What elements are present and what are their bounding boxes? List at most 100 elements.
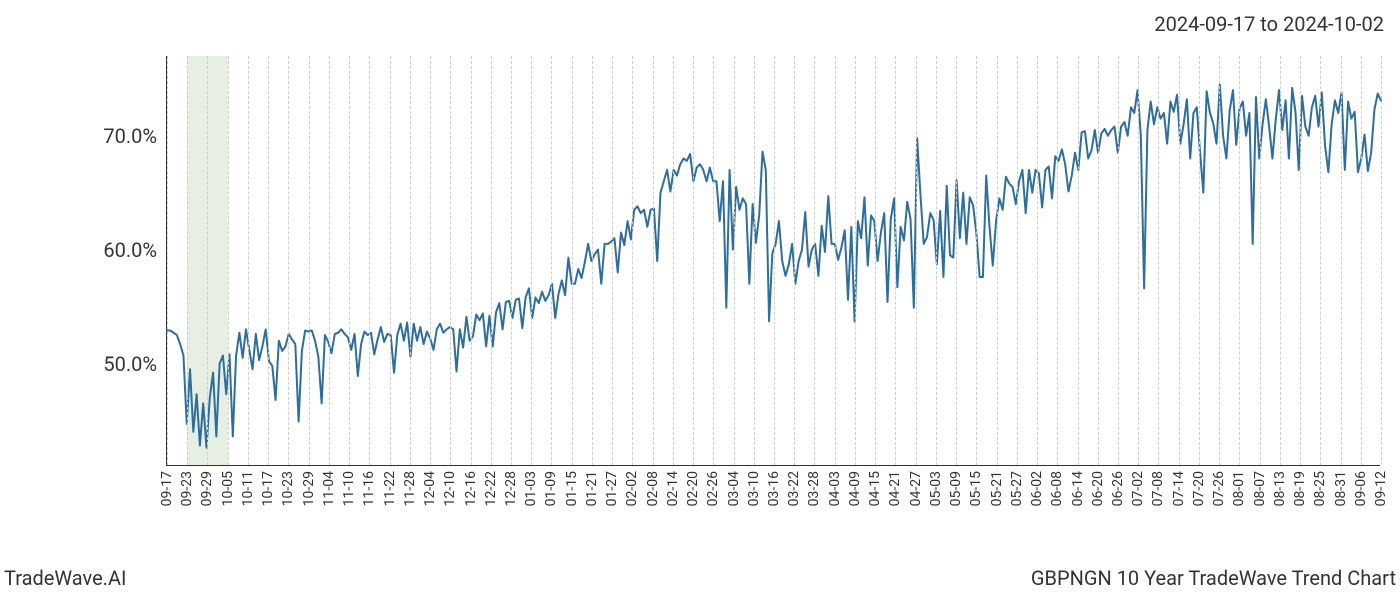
grid-line (1260, 56, 1261, 465)
y-tick-label: 70.0% (103, 124, 167, 148)
x-tick-label: 04-09 (847, 465, 863, 506)
x-tick-label: 09-17 (159, 465, 175, 506)
x-tick-label: 11-04 (321, 465, 337, 506)
x-tick-label: 12-22 (483, 465, 499, 506)
x-tick-label: 09-29 (199, 465, 215, 506)
grid-line (835, 56, 836, 465)
x-tick-label: 12-28 (503, 465, 519, 506)
x-tick-label: 11-16 (361, 465, 377, 506)
grid-line (956, 56, 957, 465)
x-tick-label: 08-25 (1312, 465, 1328, 506)
x-tick-label: 07-08 (1150, 465, 1166, 506)
grid-line (531, 56, 532, 465)
grid-line (471, 56, 472, 465)
grid-line (895, 56, 896, 465)
x-tick-label: 01-09 (543, 465, 559, 506)
x-tick-label: 07-14 (1171, 465, 1187, 506)
grid-line (410, 56, 411, 465)
grid-line (511, 56, 512, 465)
grid-line (1381, 56, 1382, 465)
grid-line (329, 56, 330, 465)
x-tick-label: 02-20 (685, 465, 701, 506)
grid-line (572, 56, 573, 465)
x-tick-label: 03-22 (786, 465, 802, 506)
x-tick-label: 01-27 (604, 465, 620, 506)
grid-line (430, 56, 431, 465)
plot-area: 09-1709-2309-2910-0510-1110-1710-2310-29… (166, 56, 1380, 466)
x-tick-label: 09-12 (1373, 465, 1389, 506)
y-tick-label: 50.0% (103, 352, 167, 376)
grid-line (1239, 56, 1240, 465)
x-tick-label: 05-21 (989, 465, 1005, 506)
x-tick-label: 10-05 (220, 465, 236, 506)
grid-line (390, 56, 391, 465)
x-tick-label: 08-19 (1292, 465, 1308, 506)
grid-line (814, 56, 815, 465)
grid-line (632, 56, 633, 465)
grid-line (309, 56, 310, 465)
grid-line (369, 56, 370, 465)
grid-line (976, 56, 977, 465)
grid-line (1118, 56, 1119, 465)
grid-line (1057, 56, 1058, 465)
grid-line (491, 56, 492, 465)
x-tick-label: 08-07 (1252, 465, 1268, 506)
grid-line (673, 56, 674, 465)
grid-line (1280, 56, 1281, 465)
date-range-label: 2024-09-17 to 2024-10-02 (1154, 12, 1384, 36)
x-tick-label: 06-02 (1029, 465, 1045, 506)
x-tick-label: 10-29 (301, 465, 317, 506)
grid-line (612, 56, 613, 465)
grid-line (450, 56, 451, 465)
grid-line (1361, 56, 1362, 465)
grid-line (1098, 56, 1099, 465)
x-tick-label: 05-03 (928, 465, 944, 506)
x-tick-label: 02-14 (665, 465, 681, 506)
x-tick-label: 07-26 (1211, 465, 1227, 506)
x-tick-label: 07-02 (1130, 465, 1146, 506)
x-tick-label: 12-16 (463, 465, 479, 506)
grid-line (1341, 56, 1342, 465)
grid-line (1017, 56, 1018, 465)
grid-line (228, 56, 229, 465)
x-tick-label: 08-13 (1272, 465, 1288, 506)
grid-line (207, 56, 208, 465)
x-tick-label: 10-17 (260, 465, 276, 506)
grid-line (794, 56, 795, 465)
x-tick-label: 09-06 (1353, 465, 1369, 506)
grid-line (1037, 56, 1038, 465)
x-tick-label: 02-26 (705, 465, 721, 506)
x-tick-label: 03-04 (726, 465, 742, 506)
x-tick-label: 04-27 (908, 465, 924, 506)
x-tick-label: 06-08 (1049, 465, 1065, 506)
x-tick-label: 12-10 (442, 465, 458, 506)
x-tick-label: 06-20 (1090, 465, 1106, 506)
x-tick-label: 02-08 (645, 465, 661, 506)
x-tick-label: 01-15 (564, 465, 580, 506)
grid-line (734, 56, 735, 465)
grid-line (997, 56, 998, 465)
grid-line (1078, 56, 1079, 465)
x-tick-label: 04-15 (867, 465, 883, 506)
x-tick-label: 05-09 (948, 465, 964, 506)
x-tick-label: 10-11 (240, 465, 256, 506)
x-tick-label: 11-28 (402, 465, 418, 506)
grid-line (349, 56, 350, 465)
x-tick-label: 04-21 (887, 465, 903, 506)
grid-line (1199, 56, 1200, 465)
grid-line (713, 56, 714, 465)
grid-line (268, 56, 269, 465)
grid-line (1300, 56, 1301, 465)
grid-line (551, 56, 552, 465)
x-tick-label: 03-28 (806, 465, 822, 506)
x-tick-label: 05-15 (968, 465, 984, 506)
grid-line (167, 56, 168, 465)
brand-label: TradeWave.AI (4, 566, 126, 590)
x-tick-label: 01-03 (523, 465, 539, 506)
x-tick-label: 06-14 (1070, 465, 1086, 506)
grid-line (288, 56, 289, 465)
chart-container: 2024-09-17 to 2024-10-02 09-1709-2309-29… (0, 0, 1400, 600)
grid-line (1179, 56, 1180, 465)
chart-title: GBPNGN 10 Year TradeWave Trend Chart (1031, 566, 1396, 590)
grid-line (916, 56, 917, 465)
